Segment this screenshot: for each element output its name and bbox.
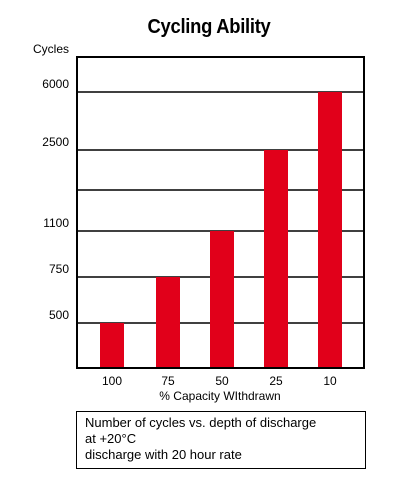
bar-75 — [156, 277, 180, 368]
x-tick-label: 75 — [161, 374, 175, 388]
bar-10 — [318, 92, 342, 368]
y-tick-label: 500 — [49, 308, 69, 322]
chart-note: Number of cycles vs. depth of discharge … — [76, 411, 366, 469]
y-tick-label: 2500 — [42, 135, 69, 149]
note-line-1: Number of cycles vs. depth of discharge — [85, 415, 317, 430]
y-tick-label: 1100 — [43, 216, 69, 230]
x-axis-label: % Capacity WIthdrawn — [159, 389, 280, 403]
note-line-3: discharge with 20 hour rate — [85, 447, 242, 462]
y-tick-label: 750 — [49, 262, 69, 276]
x-tick-label: 50 — [215, 374, 229, 388]
y-tick-label: 6000 — [42, 77, 69, 91]
x-tick-label: 10 — [323, 374, 337, 388]
plot-frame — [76, 56, 365, 369]
x-tick-label: 100 — [102, 374, 122, 388]
bar-25 — [264, 150, 288, 368]
bar-50 — [210, 231, 234, 368]
bars — [100, 92, 342, 368]
y-axis-label: Cycles — [33, 42, 70, 56]
note-line-2: at +20°C — [85, 431, 137, 446]
y-tick-labels: 500 750 1100 2500 6000 — [42, 77, 69, 322]
bar-100 — [100, 323, 124, 368]
chart-title: Cycling Ability — [147, 16, 271, 38]
x-tick-labels: 100 75 50 25 10 — [102, 374, 337, 388]
x-tick-label: 25 — [269, 374, 283, 388]
